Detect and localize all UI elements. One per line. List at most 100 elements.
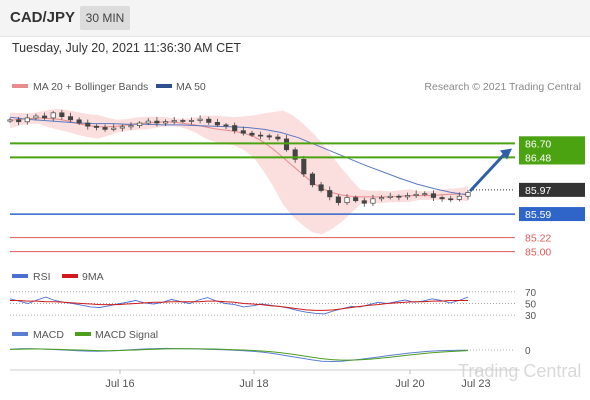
rsi-ma-line [10, 300, 468, 311]
rsi-level-label: 50 [525, 299, 537, 310]
timestamp: Tuesday, July 20, 2021 11:36:30 AM CET [12, 41, 242, 55]
candle-body [439, 197, 445, 200]
candle-body [318, 184, 324, 191]
x-tick-label: Jul 18 [239, 378, 268, 390]
forecast-arrow-shaft [468, 151, 508, 193]
resistance-label-box [519, 136, 585, 165]
candle-body [465, 192, 471, 197]
candle-body [42, 115, 48, 119]
candle-body [249, 132, 255, 136]
bollinger-band [10, 108, 468, 235]
x-axis-ticks: Jul 16 Jul 18 Jul 20 Jul 23 [105, 370, 491, 390]
candle-body [111, 127, 117, 130]
legend-ma50-swatch [156, 84, 172, 88]
candle-body [33, 115, 39, 119]
resistance-label: 86.48 [525, 152, 551, 164]
candle-body [102, 127, 108, 130]
price-plot [7, 108, 471, 235]
candle-body [275, 136, 281, 140]
copyright-text: Research © 2021 Trading Central [424, 81, 581, 93]
resistance-label: 86.70 [525, 138, 551, 150]
macd-plot: 0 [9, 346, 531, 363]
legend-macd-swatch [12, 332, 28, 336]
watermark-text: Trading Central [458, 361, 581, 381]
forecast-arrow-head [500, 148, 512, 160]
timeframe-button[interactable]: 30 MIN [80, 6, 130, 30]
candle-body [327, 190, 333, 198]
candle-body [404, 195, 411, 198]
level-label: 85.00 [525, 247, 551, 259]
legend-macd-label: MACD [33, 329, 64, 341]
candle-body [413, 193, 419, 196]
candle-body [85, 122, 91, 127]
candle-body [214, 122, 220, 126]
level-label: 85.97 [525, 185, 551, 197]
candle-body [67, 116, 74, 121]
candle-body [232, 125, 238, 132]
candle-body [223, 124, 229, 127]
x-tick-label: Jul 20 [395, 378, 424, 390]
legend-ma50-label: MA 50 [176, 81, 206, 93]
candle-body [16, 119, 22, 123]
candle-body [387, 195, 393, 198]
candle-body [422, 193, 428, 196]
candle-body [379, 197, 385, 200]
level-label-box [519, 182, 585, 197]
candle-body [240, 130, 246, 134]
legend-macd-signal-label: MACD Signal [95, 329, 158, 341]
candle-body [258, 134, 264, 137]
macd-line [9, 347, 469, 363]
candle-body [128, 125, 134, 128]
x-tick-label: Jul 23 [461, 378, 490, 390]
candle-body [292, 149, 298, 160]
candle-body [197, 118, 203, 121]
macd-signal-line [9, 348, 469, 361]
candle-body [266, 135, 272, 138]
candle-body [344, 197, 350, 203]
candle-body [456, 195, 462, 200]
x-tick-label: Jul 16 [105, 378, 134, 390]
candle-body [370, 198, 376, 204]
symbol-title: CAD/JPY [10, 9, 76, 26]
macd-level-label: 0 [525, 346, 531, 357]
level-label: 85.59 [525, 209, 551, 221]
candle-body [7, 119, 13, 122]
candle-body [188, 120, 195, 122]
candle-body [448, 198, 454, 201]
candle-body [154, 120, 160, 124]
legend-rsi-label: RSI [33, 271, 51, 283]
candle-body [76, 119, 82, 124]
legend-rsi-ma-swatch [62, 274, 78, 278]
candle-body [93, 125, 99, 128]
rsi-level-label: 70 [525, 288, 537, 299]
candle-body [206, 118, 212, 123]
legend-bb-swatch [12, 84, 28, 88]
rsi-line [9, 296, 469, 315]
candle-body [396, 195, 402, 198]
candle-body [301, 158, 307, 175]
candle-body [171, 120, 177, 123]
candle-body [59, 112, 65, 117]
candle-body [145, 120, 151, 124]
candle-body [309, 173, 316, 186]
candle-body [137, 122, 143, 126]
candle-body [119, 126, 125, 129]
candle-body [361, 200, 367, 204]
rsi-level-label: 30 [525, 311, 537, 322]
candle-body [353, 197, 359, 202]
candle-body [180, 120, 186, 122]
candle-body [335, 196, 341, 203]
level-label: 85.22 [525, 233, 551, 245]
candle-body [50, 112, 56, 119]
legend-macd-signal-swatch [75, 332, 91, 336]
candle-body [430, 193, 436, 198]
candle-body [162, 121, 169, 124]
legend-rsi-ma-label: 9MA [82, 271, 104, 283]
chart-header-bar: CAD/JPY 30 MIN [0, 0, 590, 37]
legend-bb-label: MA 20 + Bollinger Bands [33, 81, 148, 93]
candle-body [24, 117, 30, 123]
level-label-box [519, 207, 585, 222]
